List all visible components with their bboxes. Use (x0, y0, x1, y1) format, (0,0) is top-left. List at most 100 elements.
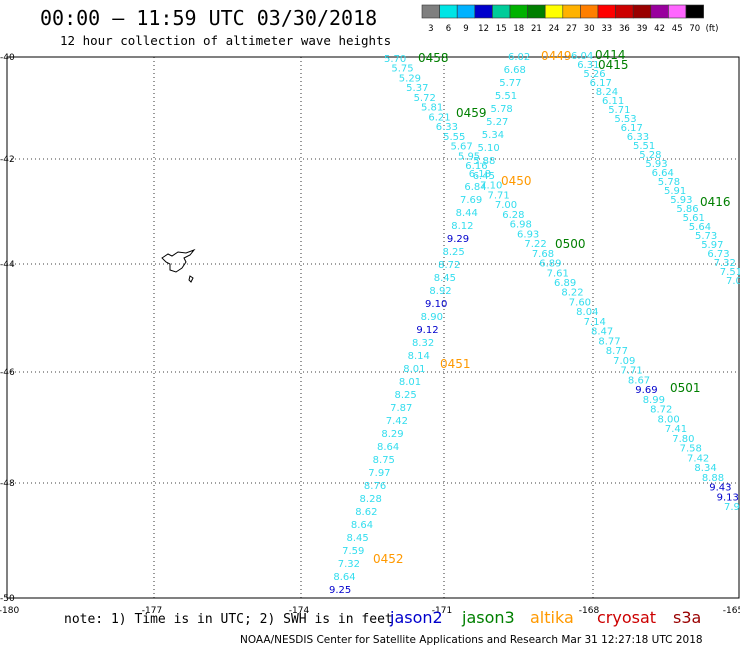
pass-time-label: 0501 (670, 381, 701, 395)
colorbar-swatch (492, 5, 510, 18)
swh-value-desc: 7.95 (724, 502, 740, 513)
latitude-label: -40 (0, 53, 15, 63)
swh-value-asc: 8.76 (364, 481, 386, 492)
credit-line: NOAA/NESDIS Center for Satellite Applica… (240, 634, 703, 646)
colorbar-label: 27 (566, 24, 577, 34)
colorbar-swatch (545, 5, 563, 18)
colorbar-swatch (580, 5, 598, 18)
colorbar-swatch (457, 5, 475, 18)
legend-jason3: jason3 (462, 608, 515, 627)
island-outline (162, 250, 194, 272)
colorbar-unit: (ft) (706, 24, 719, 34)
colorbar-swatch (633, 5, 651, 18)
swh-value-asc: 5.27 (486, 117, 508, 128)
swh-value-asc: 5.34 (482, 130, 504, 141)
swh-value-asc: 8.75 (373, 455, 395, 466)
island-outline (189, 276, 193, 282)
colorbar-swatch (616, 5, 634, 18)
latitude-label: -48 (0, 479, 15, 489)
longitude-label: -180 (0, 606, 19, 616)
pass-time-label: 0458 (418, 51, 449, 65)
pass-time-label: 0450 (501, 174, 532, 188)
colorbar-label: 3 (428, 24, 433, 34)
swh-value-asc: 8.25 (443, 247, 465, 258)
pass-time-label: 0452 (373, 552, 404, 566)
swh-value-asc: 8.90 (421, 312, 443, 323)
longitude-label: -165 (723, 606, 740, 616)
pass-time-label: 0500 (555, 237, 586, 251)
pass-time-label: 0451 (440, 357, 471, 371)
swh-value-asc: 8.28 (360, 494, 382, 505)
swh-value-asc: 5.78 (491, 104, 513, 115)
swh-value-asc: 8.25 (394, 390, 416, 401)
page-title: 00:00 – 11:59 UTC 03/30/2018 (40, 6, 377, 30)
swh-value-asc: 8.64 (333, 572, 355, 583)
colorbar-label: 36 (619, 24, 630, 34)
pass-time-label: 0416 (700, 195, 731, 209)
latitude-label: -44 (0, 260, 15, 270)
swh-value-asc: 9.25 (329, 585, 351, 596)
colorbar-swatch (563, 5, 581, 18)
swh-value-asc: 5.88 (473, 156, 495, 167)
legend-cryosat: cryosat (597, 608, 656, 627)
swh-value-asc: 8.62 (355, 507, 377, 518)
colorbar-swatch (668, 5, 686, 18)
colorbar-label: 42 (654, 24, 665, 34)
swh-value-asc: 6.18 (469, 169, 491, 180)
colorbar-swatch (510, 5, 528, 18)
colorbar-label: 24 (549, 24, 560, 34)
pass-time-label: 0415 (598, 58, 629, 72)
swh-value-asc: 8.01 (399, 377, 421, 388)
swh-value-asc: 7.42 (386, 416, 408, 427)
swh-value-asc: 9.12 (416, 325, 438, 336)
latitude-label: -50 (0, 594, 15, 604)
swh-value-asc: 8.32 (412, 338, 434, 349)
swh-value-asc: 5.51 (495, 91, 517, 102)
swh-value-asc: 9.29 (447, 234, 469, 245)
colorbar-swatch (651, 5, 669, 18)
swh-value-asc: 8.45 (346, 533, 368, 544)
colorbar-label: 39 (637, 24, 648, 34)
colorbar-swatch (598, 5, 616, 18)
swh-value-asc: 8.12 (451, 221, 473, 232)
swh-value-asc: 8.29 (381, 429, 403, 440)
colorbar-label: 6 (446, 24, 451, 34)
colorbar-label: 45 (672, 24, 683, 34)
swh-value-asc: 8.64 (377, 442, 399, 453)
latitude-label: -42 (0, 155, 15, 165)
page-subtitle: 12 hour collection of altimeter wave hei… (60, 33, 391, 48)
colorbar-label: 70 (689, 24, 700, 34)
colorbar-swatch (686, 5, 704, 18)
swh-value-asc: 6.02 (508, 52, 530, 63)
swh-value-asc: 8.45 (434, 273, 456, 284)
swh-value-asc: 6.84 (464, 182, 486, 193)
colorbar-label: 15 (496, 24, 507, 34)
swh-value-asc: 8.14 (408, 351, 430, 362)
pass-time-label: 0459 (456, 106, 487, 120)
swh-value-asc: 8.64 (351, 520, 373, 531)
colorbar-label: 18 (513, 24, 524, 34)
legend-s3a: s3a (673, 608, 701, 627)
swh-value-asc: 7.32 (338, 559, 360, 570)
colorbar-swatch (528, 5, 546, 18)
colorbar-label: 12 (478, 24, 489, 34)
swh-value-asc: 7.59 (342, 546, 364, 557)
swh-value-asc: 9.10 (425, 299, 447, 310)
colorbar-label: 9 (463, 24, 468, 34)
swh-value-asc: 8.01 (403, 364, 425, 375)
colorbar-swatch (440, 5, 458, 18)
colorbar-label: 30 (584, 24, 595, 34)
pass-time-label: 0449 (541, 49, 572, 63)
swh-value-east: 7.00 (726, 276, 740, 287)
legend-altika: altika (530, 608, 574, 627)
swh-value-asc: 6.68 (504, 65, 526, 76)
swh-value-asc: 8.44 (456, 208, 478, 219)
legend-jason2: jason2 (390, 608, 443, 627)
latitude-label: -46 (0, 368, 15, 378)
swh-value-asc: 7.97 (368, 468, 390, 479)
swh-value-asc: 8.72 (438, 260, 460, 271)
swh-value-asc: 7.69 (460, 195, 482, 206)
colorbar-swatch (422, 5, 440, 18)
